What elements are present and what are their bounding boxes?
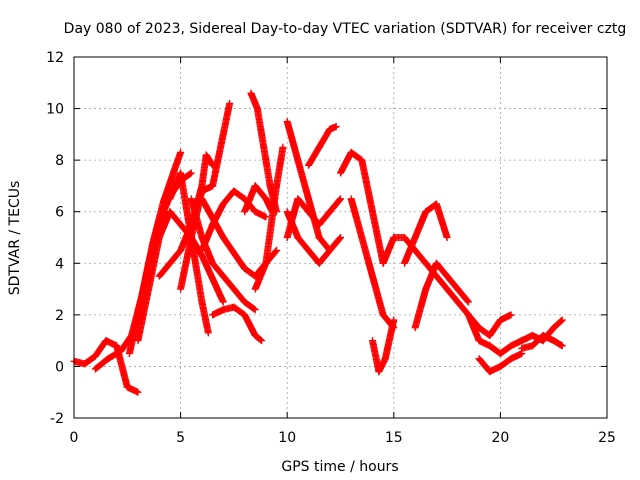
chart-title: Day 080 of 2023, Sidereal Day-to-day VTE…: [64, 21, 627, 37]
series-arc-12: [247, 89, 281, 216]
data-point: [219, 298, 227, 306]
data-point: [204, 329, 212, 337]
series-arc-17: [283, 208, 344, 267]
series-arc-29: [518, 331, 566, 352]
y-tick-label: 2: [55, 308, 64, 324]
y-tick-label: -2: [50, 411, 64, 427]
data-point: [337, 195, 344, 203]
data-points: [70, 89, 566, 396]
grid-lines: [74, 57, 607, 418]
data-point: [134, 388, 142, 396]
data-point: [464, 298, 472, 306]
data-point: [336, 234, 344, 242]
series-arc-23: [400, 200, 451, 267]
data-point: [507, 311, 515, 319]
x-tick-label: 15: [385, 430, 403, 446]
data-point: [557, 317, 565, 325]
x-axis-title: GPS time / hours: [281, 459, 398, 475]
plot-frame: [73, 56, 608, 419]
series-arc-24: [411, 259, 472, 332]
data-point: [558, 316, 566, 324]
data-point: [279, 143, 287, 151]
series-arc-10: [209, 303, 266, 345]
x-tick-label: 20: [491, 430, 509, 446]
series-arc-6: [166, 169, 212, 337]
data-point: [177, 148, 185, 156]
tick-labels: 0 5 10 15 20 25 -2 0 2 4 6 8 10 12: [46, 50, 616, 446]
data-point: [262, 213, 270, 221]
y-tick-label: 10: [46, 102, 64, 118]
series-arc-16: [283, 195, 344, 241]
data-point: [250, 305, 258, 313]
y-tick-label: 6: [55, 205, 64, 221]
x-tick-label: 25: [598, 430, 616, 446]
data-point: [257, 336, 265, 344]
data-point: [258, 337, 266, 345]
series-arc-18: [305, 123, 340, 169]
series-arc-1: [70, 337, 142, 396]
series-arc-9: [198, 187, 270, 254]
series-arc-14: [251, 143, 287, 293]
y-tick-label: 0: [55, 359, 64, 375]
data-point: [443, 234, 451, 241]
data-point: [332, 123, 340, 131]
data-point: [187, 169, 195, 177]
data-point: [558, 342, 566, 350]
series-arc-19: [337, 148, 387, 267]
series-arc-28: [496, 316, 566, 358]
series-arc-7: [177, 99, 234, 293]
y-tick-label: 8: [55, 153, 64, 169]
data-point: [464, 297, 472, 305]
x-tick-label: 5: [176, 430, 185, 446]
x-tick-label: 10: [278, 430, 296, 446]
data-point: [390, 316, 398, 324]
y-tick-label: 12: [46, 50, 64, 66]
y-tick-label: 4: [55, 256, 64, 272]
data-point: [226, 99, 234, 107]
data-point: [336, 196, 344, 204]
series-arc-13: [241, 182, 276, 216]
series-arc-21: [368, 316, 398, 376]
series-arc-27: [475, 350, 526, 376]
data-point: [186, 170, 194, 178]
data-point: [273, 246, 281, 254]
data-point: [337, 234, 344, 241]
series-arc-26: [464, 311, 515, 339]
y-axis-title: SDTVAR / TECUs: [7, 181, 23, 296]
x-tick-label: 0: [70, 430, 79, 446]
data-point: [272, 247, 280, 255]
data-point: [251, 306, 259, 314]
